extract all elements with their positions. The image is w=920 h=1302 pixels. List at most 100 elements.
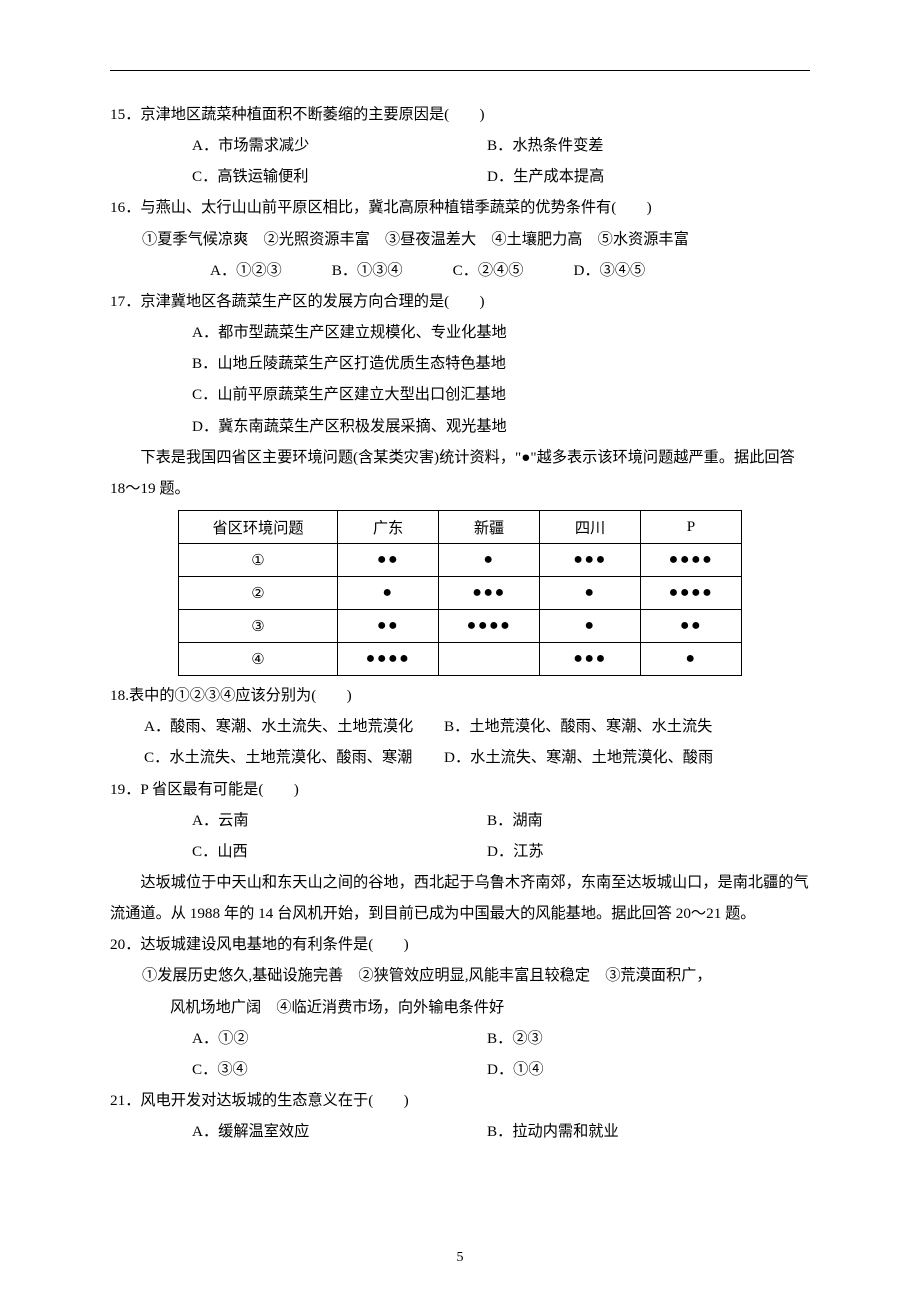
- q20-opt-b: B．②③: [487, 1023, 543, 1054]
- q17-stem: 17．京津冀地区各蔬菜生产区的发展方向合理的是( ): [110, 286, 810, 317]
- q19-row-ab: A．云南 B．湖南: [110, 805, 810, 836]
- q15-row-ab: A．市场需求减少 B．水热条件变差: [110, 130, 810, 161]
- dot-cell: ●●: [641, 610, 742, 643]
- dot-cell: ●: [641, 643, 742, 676]
- dots: ●●●: [573, 551, 607, 568]
- dots: ●●●●: [669, 551, 714, 568]
- q20-opt-a: A．①②: [192, 1023, 487, 1054]
- passage-18-19: 下表是我国四省区主要环境问题(含某类灾害)统计资料，"●"越多表示该环境问题越严…: [110, 442, 810, 504]
- dot-cell: ●●●: [439, 577, 540, 610]
- q15-opt-a: A．市场需求减少: [192, 130, 487, 161]
- q21-opt-b: B．拉动内需和就业: [487, 1116, 619, 1147]
- table-header-row: 省区环境问题 广东 新疆 四川 P: [179, 511, 742, 544]
- q16-stem: 16．与燕山、太行山山前平原区相比，冀北高原种植错季蔬菜的优势条件有( ): [110, 192, 810, 223]
- dots: ●: [382, 584, 393, 601]
- dots: ●●: [377, 551, 399, 568]
- dots: ●●: [680, 617, 702, 634]
- row-label: ②: [179, 577, 338, 610]
- q17-opt-c: C．山前平原蔬菜生产区建立大型出口创汇基地: [110, 379, 810, 410]
- q18-opt-c: C．水土流失、土地荒漠化、酸雨、寒潮: [144, 742, 444, 773]
- dots: ●: [685, 650, 696, 667]
- row-label: ①: [179, 544, 338, 577]
- row-label: ④: [179, 643, 338, 676]
- q15-row-cd: C．高铁运输便利 D．生产成本提高: [110, 161, 810, 192]
- top-rule: [110, 70, 810, 71]
- table-row: ①●●●●●●●●●●: [179, 544, 742, 577]
- q19-opt-d: D．江苏: [487, 836, 544, 867]
- passage-18-19-text: 下表是我国四省区主要环境问题(含某类灾害)统计资料，"●"越多表示该环境问题越严…: [110, 449, 795, 497]
- passage-20-21-text: 达坂城位于中天山和东天山之间的谷地，西北起于乌鲁木齐南郊，东南至达坂城山口，是南…: [110, 874, 809, 922]
- dots: ●●: [377, 617, 399, 634]
- q20-opt-c: C．③④: [192, 1054, 487, 1085]
- dots: ●: [584, 617, 595, 634]
- q17-opt-d: D．冀东南蔬菜生产区积极发展采摘、观光基地: [110, 411, 810, 442]
- q16-opt-c: C．②④⑤: [453, 255, 524, 286]
- q17-opt-b: B．山地丘陵蔬菜生产区打造优质生态特色基地: [110, 348, 810, 379]
- dots: ●●●●: [467, 617, 512, 634]
- q16-row: A．①②③ B．①③④ C．②④⑤ D．③④⑤: [110, 255, 810, 286]
- q20-opt-d: D．①④: [487, 1054, 544, 1085]
- q15-opt-b: B．水热条件变差: [487, 130, 603, 161]
- q16-opt-a: A．①②③: [210, 255, 282, 286]
- q21-opt-a: A．缓解温室效应: [192, 1116, 487, 1147]
- row-label: ③: [179, 610, 338, 643]
- dot-cell: ●●●●: [338, 643, 439, 676]
- page-number: 5: [0, 1250, 920, 1266]
- th-1: 广东: [338, 511, 439, 544]
- q20-conds-2: 风机场地广阔 ④临近消费市场，向外输电条件好: [110, 992, 810, 1023]
- passage-20-21: 达坂城位于中天山和东天山之间的谷地，西北起于乌鲁木齐南郊，东南至达坂城山口，是南…: [110, 867, 810, 929]
- dot-cell: ●: [540, 610, 641, 643]
- q18-opt-d: D．水土流失、寒潮、土地荒漠化、酸雨: [444, 742, 713, 773]
- dots: ●: [483, 551, 494, 568]
- page-container: 15．京津地区蔬菜种植面积不断萎缩的主要原因是( ) A．市场需求减少 B．水热…: [0, 0, 920, 1302]
- q18-row-ab: A．酸雨、寒潮、水土流失、土地荒漠化 B．土地荒漠化、酸雨、寒潮、水土流失: [110, 711, 810, 742]
- q16-opt-b: B．①③④: [332, 255, 403, 286]
- th-4: P: [641, 511, 742, 544]
- dot-cell: ●●●●: [641, 544, 742, 577]
- q19-row-cd: C．山西 D．江苏: [110, 836, 810, 867]
- q21-stem: 21．风电开发对达坂城的生态意义在于( ): [110, 1085, 810, 1116]
- dots: ●●●●: [366, 650, 411, 667]
- q20-row-cd: C．③④ D．①④: [110, 1054, 810, 1085]
- table-body: ①●●●●●●●●●●②●●●●●●●●●③●●●●●●●●●④●●●●●●●●: [179, 544, 742, 676]
- q15-opt-c: C．高铁运输便利: [192, 161, 487, 192]
- dots: ●●●●: [669, 584, 714, 601]
- table-row: ②●●●●●●●●●: [179, 577, 742, 610]
- dot-cell: ●●●: [540, 643, 641, 676]
- q15-stem: 15．京津地区蔬菜种植面积不断萎缩的主要原因是( ): [110, 99, 810, 130]
- q21-row-ab: A．缓解温室效应 B．拉动内需和就业: [110, 1116, 810, 1147]
- q19-opt-a: A．云南: [192, 805, 487, 836]
- q16-conditions: ①夏季气候凉爽 ②光照资源丰富 ③昼夜温差大 ④土壤肥力高 ⑤水资源丰富: [110, 224, 810, 255]
- table-row: ④●●●●●●●●: [179, 643, 742, 676]
- dot-cell: ●: [439, 544, 540, 577]
- env-table: 省区环境问题 广东 新疆 四川 P ①●●●●●●●●●●②●●●●●●●●●③…: [178, 510, 742, 676]
- dots: ●: [584, 584, 595, 601]
- q19-opt-b: B．湖南: [487, 805, 543, 836]
- q18-options: A．酸雨、寒潮、水土流失、土地荒漠化 B．土地荒漠化、酸雨、寒潮、水土流失 C．…: [110, 711, 810, 773]
- dot-cell: [439, 643, 540, 676]
- th-3: 四川: [540, 511, 641, 544]
- dots: ●●●: [573, 650, 607, 667]
- dot-cell: ●●●: [540, 544, 641, 577]
- q18-row-cd: C．水土流失、土地荒漠化、酸雨、寒潮 D．水土流失、寒潮、土地荒漠化、酸雨: [110, 742, 810, 773]
- q18-opt-a: A．酸雨、寒潮、水土流失、土地荒漠化: [144, 711, 444, 742]
- q15-opt-d: D．生产成本提高: [487, 161, 604, 192]
- dot-cell: ●: [540, 577, 641, 610]
- q18-stem: 18.表中的①②③④应该分别为( ): [110, 680, 810, 711]
- table-row: ③●●●●●●●●●: [179, 610, 742, 643]
- dot-cell: ●●: [338, 544, 439, 577]
- dot-cell: ●●●●: [641, 577, 742, 610]
- q20-row-ab: A．①② B．②③: [110, 1023, 810, 1054]
- dots: ●●●: [472, 584, 506, 601]
- q20-conds-1: ①发展历史悠久,基础设施完善 ②狭管效应明显,风能丰富且较稳定 ③荒漠面积广，: [110, 960, 810, 991]
- dot-cell: ●: [338, 577, 439, 610]
- dot-cell: ●●●●: [439, 610, 540, 643]
- th-0: 省区环境问题: [179, 511, 338, 544]
- q16-opt-d: D．③④⑤: [574, 255, 646, 286]
- q19-opt-c: C．山西: [192, 836, 487, 867]
- q20-stem: 20．达坂城建设风电基地的有利条件是( ): [110, 929, 810, 960]
- dot-cell: ●●: [338, 610, 439, 643]
- q17-opt-a: A．都市型蔬菜生产区建立规模化、专业化基地: [110, 317, 810, 348]
- th-2: 新疆: [439, 511, 540, 544]
- q19-stem: 19．P 省区最有可能是( ): [110, 774, 810, 805]
